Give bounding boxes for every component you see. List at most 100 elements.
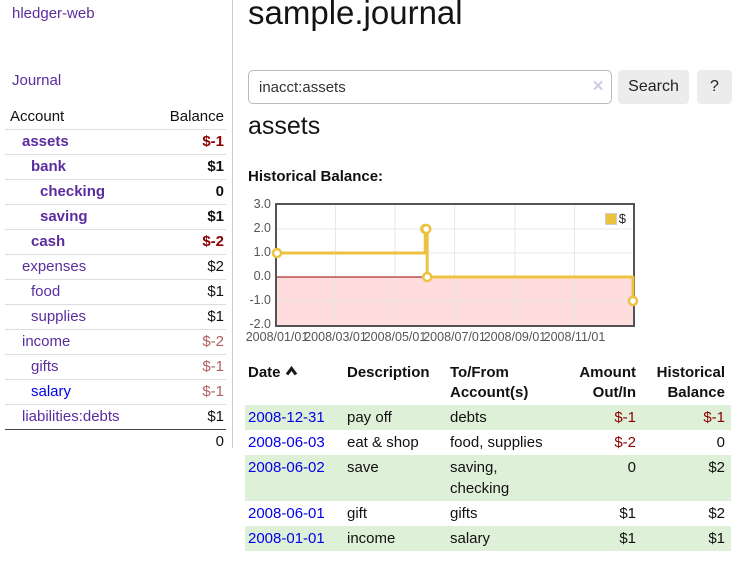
data-point (271, 247, 283, 259)
account-balance: $-2 (149, 329, 226, 355)
transaction-date-link[interactable]: 2008-01-01 (248, 530, 325, 547)
x-axis-tick-label: 2008/09/01 (483, 330, 547, 344)
x-axis-tick-label: 2008/01/01 (245, 330, 309, 344)
chart-title: Historical Balance: (248, 168, 384, 185)
account-row: expenses $2 (5, 254, 226, 280)
transaction-date-link[interactable]: 2008-06-02 (248, 459, 325, 476)
transaction-date-link[interactable]: 2008-12-31 (248, 409, 325, 426)
transaction-row: 2008-06-02 save saving, checking 0 $2 (245, 455, 731, 501)
x-axis-tick-label: 2008/11/01 (543, 330, 606, 344)
account-link[interactable]: gifts (31, 358, 59, 375)
x-axis-tick-label: 2008/05/01 (363, 330, 427, 344)
account-link[interactable]: food (31, 283, 61, 300)
account-row: income $-2 (5, 329, 226, 355)
x-axis-tick-label: 2008/03/01 (304, 330, 367, 344)
transaction-row: 2008-06-03 eat & shop food, supplies $-2… (245, 430, 731, 455)
chart-plot-area[interactable]: $ (271, 203, 639, 327)
data-point (421, 271, 433, 283)
legend-swatch-icon (604, 212, 617, 225)
accounts-total-spacer (5, 429, 150, 454)
transaction-row: 2008-01-01 income salary $1 $1 (245, 526, 731, 551)
transaction-description: pay off (347, 409, 392, 426)
chart-legend: $ (602, 210, 628, 227)
accounts-header-balance: Balance (169, 108, 224, 125)
search-button[interactable]: Search (618, 70, 689, 104)
transaction-amount: $-2 (614, 434, 636, 451)
x-axis-tick-label: 2008/07/01 (423, 330, 486, 344)
transaction-balance: 0 (716, 434, 725, 451)
transaction-balance: $2 (708, 459, 725, 476)
account-balance: $-1 (149, 129, 226, 155)
search-input[interactable] (248, 70, 612, 104)
transaction-description: eat & shop (347, 434, 419, 451)
register-header-balance: Historical Balance (656, 364, 725, 401)
journal-link[interactable]: Journal (12, 72, 62, 89)
transaction-accounts: saving, checking (450, 459, 510, 497)
clear-search-icon[interactable]: × (592, 76, 604, 97)
transaction-accounts: food, supplies (450, 434, 543, 451)
account-row: salary $-1 (5, 379, 226, 405)
transaction-amount: $-1 (614, 409, 636, 426)
account-row: checking 0 (5, 179, 226, 205)
data-point (627, 295, 639, 307)
account-balance: $1 (149, 304, 226, 330)
account-link[interactable]: cash (31, 233, 66, 250)
account-link[interactable]: liabilities:debts (22, 408, 120, 425)
account-link[interactable]: expenses (22, 258, 87, 275)
transaction-accounts: salary (450, 530, 491, 547)
y-axis-tick-label: 2.0 (253, 221, 271, 235)
transaction-amount: 0 (627, 459, 636, 476)
transaction-balance: $1 (708, 530, 725, 547)
account-row: cash $-2 (5, 229, 226, 255)
account-row: assets $-1 (5, 129, 226, 155)
y-axis-tick-label: -2.0 (249, 317, 271, 331)
transaction-amount: $1 (619, 530, 636, 547)
accounts-total-value: 0 (149, 429, 226, 454)
y-axis-tick-label: -1.0 (249, 293, 271, 307)
transaction-description: save (347, 459, 379, 476)
account-link[interactable]: assets (22, 133, 69, 150)
account-row: food $1 (5, 279, 226, 305)
transaction-date-link[interactable]: 2008-06-03 (248, 434, 325, 451)
legend-label: $ (618, 211, 626, 226)
transaction-balance: $2 (708, 505, 725, 522)
account-balance: $1 (149, 154, 226, 180)
account-balance: $-1 (149, 354, 226, 380)
y-axis-tick-label: 0.0 (253, 269, 271, 283)
account-row: gifts $-1 (5, 354, 226, 380)
account-link[interactable]: saving (40, 208, 88, 225)
sidebar: hledger-web Journal Account Balance asse… (0, 0, 233, 454)
search-form: × Search ? (248, 70, 734, 104)
sidebar-item-journal: Journal (12, 72, 61, 89)
accounts-header-row: Account Balance (5, 106, 226, 130)
chart-canvas (271, 205, 639, 325)
transaction-accounts: debts (450, 409, 487, 426)
account-link[interactable]: checking (40, 183, 106, 200)
data-point (420, 223, 432, 235)
account-link[interactable]: bank (31, 158, 67, 175)
register-table: Date Description To/From Account(s) Amou… (245, 361, 731, 551)
account-balance: 0 (149, 179, 226, 205)
account-link[interactable]: supplies (31, 308, 87, 325)
register-header-row: Date Description To/From Account(s) Amou… (245, 361, 731, 405)
help-button[interactable]: ? (697, 70, 732, 104)
transaction-amount: $1 (619, 505, 636, 522)
transaction-balance: $-1 (703, 409, 725, 426)
register-header-amount: Amount Out/In (579, 364, 636, 401)
transaction-accounts: gifts (450, 505, 478, 522)
accounts-total-row: 0 (5, 429, 226, 454)
app-title: hledger-web (12, 5, 95, 22)
account-row: saving $1 (5, 204, 226, 230)
transaction-description: gift (347, 505, 368, 522)
account-balance: $-2 (149, 229, 226, 255)
transaction-date-link[interactable]: 2008-06-01 (248, 505, 325, 522)
y-axis-tick-label: 1.0 (253, 245, 271, 259)
account-link[interactable]: income (22, 333, 71, 350)
app-title-link[interactable]: hledger-web (12, 5, 95, 22)
account-link[interactable]: salary (31, 383, 72, 400)
account-row: liabilities:debts $1 (5, 404, 226, 430)
account-balance: $2 (149, 254, 226, 280)
register-header-date[interactable]: Date (245, 361, 344, 405)
transaction-row: 2008-12-31 pay off debts $-1 $-1 (245, 405, 731, 430)
account-row: supplies $1 (5, 304, 226, 330)
